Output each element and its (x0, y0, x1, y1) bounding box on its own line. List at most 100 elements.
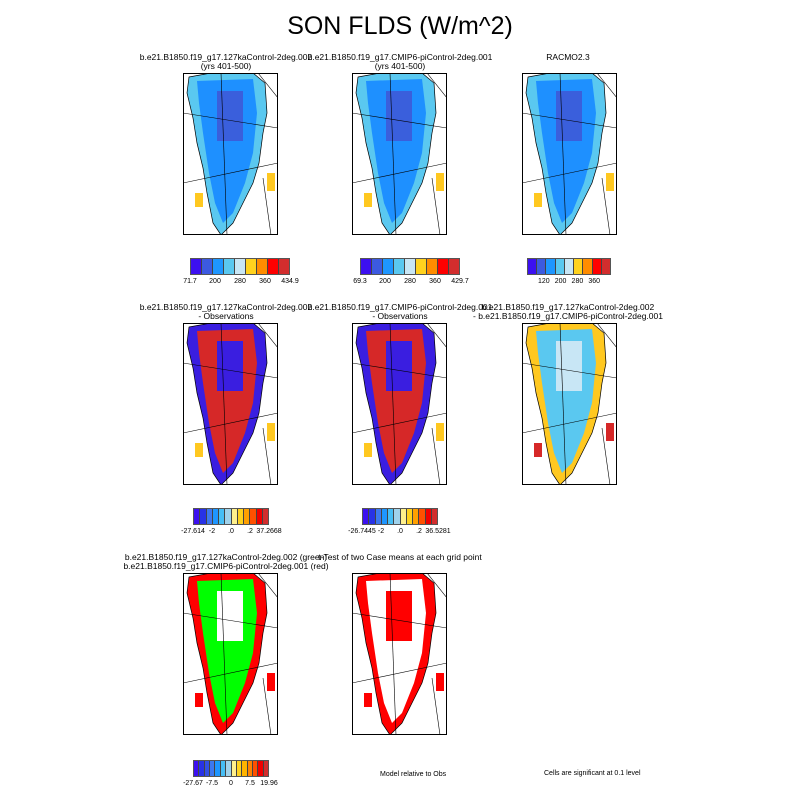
interior-region (386, 91, 412, 141)
colorbar-swatch (236, 761, 243, 776)
colorbar-swatch (564, 259, 575, 274)
coastal-cells (267, 423, 275, 441)
colorbar-swatch (194, 509, 201, 524)
colorbar (193, 508, 269, 525)
colorbar-tick-label: 200 (209, 278, 221, 285)
colorbar-swatch (406, 509, 413, 524)
colorbar-swatch (279, 259, 289, 274)
colorbar-swatch (381, 509, 388, 524)
colorbar (527, 258, 611, 275)
colorbar-tick-label: .2 (247, 528, 253, 535)
panel-title-line2: (yrs 401-500) (200, 61, 252, 71)
colorbar-swatch (375, 509, 382, 524)
greenland-map (522, 73, 617, 235)
colorbar-swatch (574, 259, 584, 274)
colorbar-swatch (372, 259, 383, 274)
colorbar-tick-label: 434.9 (281, 278, 299, 285)
colorbar-tick-label: 280 (234, 278, 246, 285)
colorbar-swatch (601, 259, 610, 274)
greenland-map (352, 73, 447, 235)
colorbar-tick-label: 19.96 (260, 780, 278, 787)
greenland-map (352, 573, 447, 735)
panel-title-line1: t-Test of two Case means at each grid po… (318, 552, 482, 562)
coastal-cells (436, 423, 444, 441)
colorbar-ticks: -27.614 -2 .0 .2 37.2668 (181, 528, 282, 537)
colorbar-swatch (213, 259, 224, 274)
greenland-map (183, 323, 278, 485)
colorbar-tick-label: .2 (416, 528, 422, 535)
colorbar-swatch (231, 761, 237, 776)
colorbar-swatch (413, 509, 420, 524)
colorbar-swatch (528, 259, 538, 274)
colorbar-swatch (225, 509, 232, 524)
colorbar-swatch (369, 509, 376, 524)
colorbar-swatch (219, 509, 226, 524)
colorbar-tick-label: 200 (554, 278, 567, 285)
colorbar-tick-label: -2 (208, 528, 216, 535)
colorbar-swatch (194, 761, 200, 776)
colorbar-swatch (427, 259, 438, 274)
colorbar-tick-label: 360 (259, 278, 271, 285)
panel-title: b.e21.B1850.f19_g17.CMIP6-piControl-2deg… (280, 53, 520, 71)
colorbar-swatch (425, 509, 432, 524)
panel-title-line1: b.e21.B1850.f19_g17.127kaControl-2deg.00… (139, 302, 313, 312)
colorbar (362, 508, 438, 525)
colorbar-tick-label: .0 (228, 528, 234, 535)
coastline (525, 323, 607, 485)
colorbar-swatch (250, 509, 257, 524)
colorbar-tick-label: -27.614 (181, 528, 205, 535)
interior-region (556, 91, 582, 141)
colorbar-swatch (583, 259, 593, 274)
interior-region (217, 91, 243, 141)
coastline (186, 323, 268, 485)
coastline (525, 73, 607, 235)
panel-title: b.e21.B1850.f19_g17.127kaControl-2deg.00… (106, 553, 346, 571)
coastal-cells (364, 443, 372, 457)
interior-region (556, 341, 582, 391)
colorbar-tick-label: 37.2668 (256, 528, 282, 535)
colorbar-tick-label: 280 (404, 278, 416, 285)
interior-region (217, 591, 243, 641)
coastal-cells (436, 173, 444, 191)
colorbar-swatch (257, 259, 268, 274)
coastal-cells (364, 193, 372, 207)
colorbar-swatch (431, 509, 437, 524)
colorbar-ticks: 71.7 200 280 360 434.9 (183, 278, 299, 287)
colorbar (360, 258, 460, 275)
panel-title-line1: b.e21.B1850.f19_g17.127kaControl-2deg.00… (124, 552, 328, 562)
colorbar-swatch (263, 761, 269, 776)
colorbar-swatch (191, 259, 202, 274)
panel-title-line1: b.e21.B1850.f19_g17.CMIP6-piControl-2deg… (307, 302, 493, 312)
colorbar-swatch (555, 259, 565, 274)
coastal-cells (195, 693, 203, 707)
panel-title: b.e21.B1850.f19_g17.127kaControl-2deg.00… (448, 303, 688, 321)
colorbar-swatch (383, 259, 394, 274)
figure-title: SON FLDS (W/m^2) (287, 12, 513, 40)
colorbar-swatch (449, 259, 459, 274)
colorbar-swatch (242, 761, 248, 776)
colorbar-tick-label: 360 (588, 278, 601, 285)
colorbar-swatch (592, 259, 602, 274)
panel-title-line2: - b.e21.B1850.f19_g17.CMIP6-piControl-2d… (473, 311, 663, 321)
colorbar-swatch (405, 259, 416, 274)
colorbar-ticks: -27.67 -7.5 0 7.5 19.96 (183, 780, 278, 789)
colorbar-tick-label: -26.7445 (348, 528, 376, 535)
colorbar-swatch (262, 509, 268, 524)
colorbar-swatch (231, 509, 238, 524)
colorbar-swatch (438, 259, 449, 274)
colorbar-swatch (206, 509, 213, 524)
coastal-cells (195, 443, 203, 457)
colorbar-swatch (400, 509, 407, 524)
panel-title-line1: b.e21.B1850.f19_g17.127kaControl-2deg.00… (481, 302, 655, 312)
panel-title: b.e21.B1850.f19_g17.127kaControl-2deg.00… (106, 53, 346, 71)
colorbar-tick-label: -27.67 (183, 780, 203, 787)
colorbar-swatch (199, 761, 205, 776)
colorbar-swatch (204, 761, 211, 776)
panel-title-line2: (yrs 401-500) (374, 61, 426, 71)
coastal-cells (364, 693, 372, 707)
colorbar-tick-label: 120 (537, 278, 550, 285)
colorbar-tick-label: -7.5 (205, 780, 219, 787)
coastal-cells (436, 673, 444, 691)
panel-title-line1: b.e21.B1850.f19_g17.CMIP6-piControl-2deg… (307, 52, 493, 62)
